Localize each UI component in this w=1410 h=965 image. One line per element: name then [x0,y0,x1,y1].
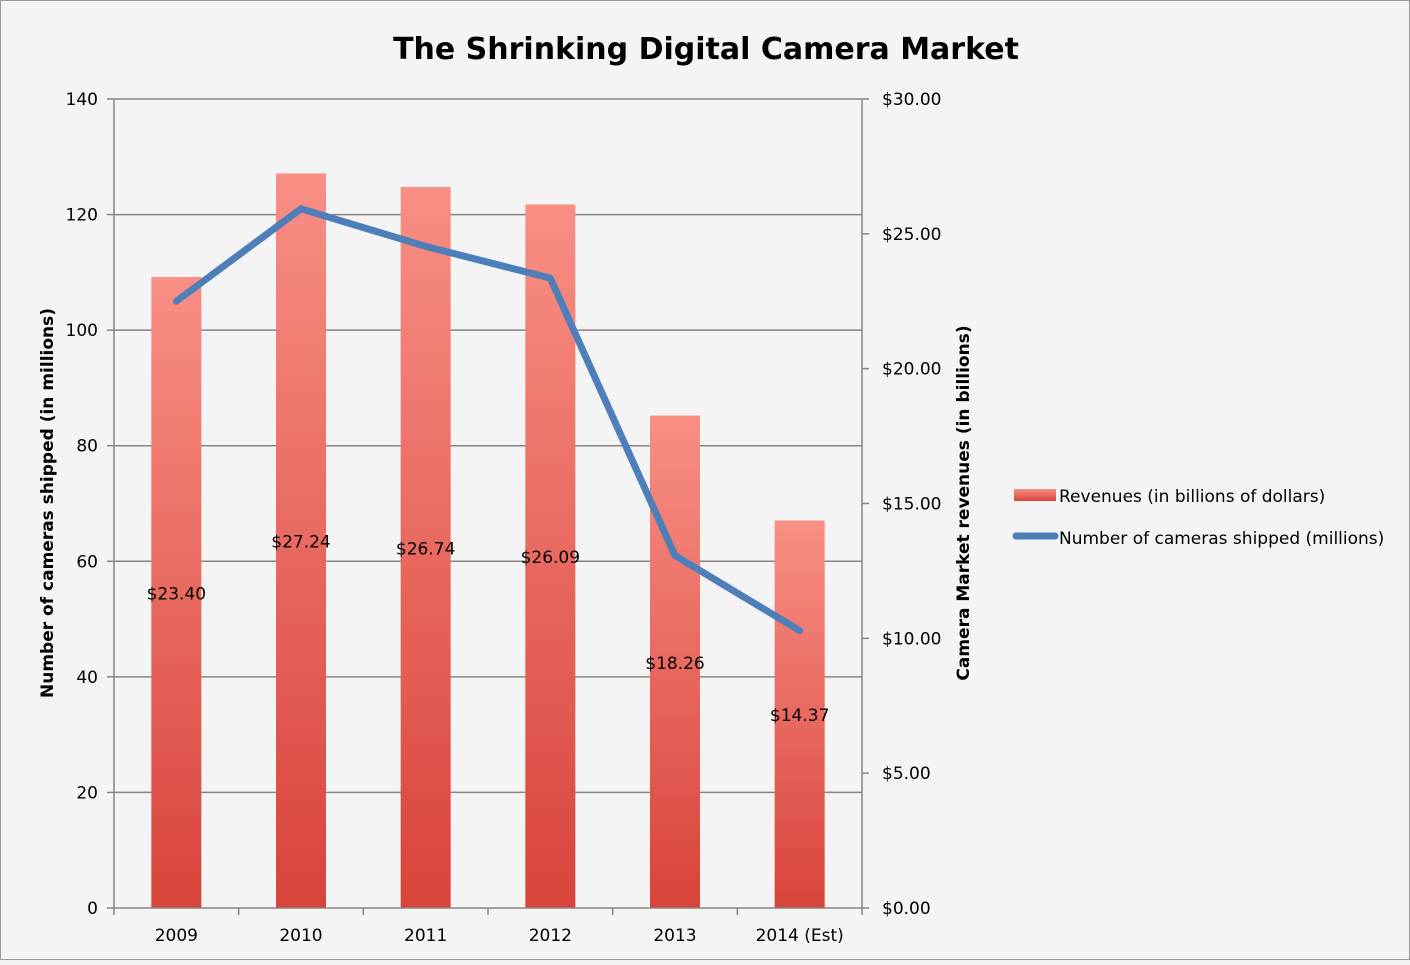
legend-swatch-revenues [1014,489,1056,501]
y2-tick-label: $5.00 [882,764,931,784]
x-tick-label: 2009 [155,926,198,946]
y2-tick-label: $30.00 [882,90,941,110]
x-tick-label: 2014 (Est) [756,926,844,946]
bars [151,173,824,908]
y2-tick-label: $15.00 [882,495,941,515]
legend: Revenues (in billions of dollars) Number… [1014,487,1384,549]
y-tick-label: 100 [66,321,98,341]
y2-tick-label: $25.00 [882,225,941,245]
y-tick-label: 0 [87,899,98,919]
y-tick-label: 40 [76,668,98,688]
x-tick-label: 2011 [404,926,447,946]
y-axis-label: Number of cameras shipped (in millions) [38,308,58,698]
cameras-shipped-line [176,209,799,631]
data-label: $27.24 [271,533,330,553]
data-label: $14.37 [770,706,829,726]
chart-title: The Shrinking Digital Camera Market [393,32,1019,67]
legend-label-revenues: Revenues (in billions of dollars) [1059,487,1325,507]
line-series [176,209,800,631]
x-tick-label: 2010 [279,926,322,946]
y2-tick-label: $20.00 [882,360,941,380]
y-tick-label: 20 [76,783,98,803]
x-tick-label: 2013 [653,926,696,946]
y-tick-label: 60 [76,552,98,572]
y2-axis-label: Camera Market revenues (in billions) [954,325,974,680]
y-tick-label: 140 [66,90,98,110]
x-tick-label: 2012 [529,926,572,946]
y-tick-label: 80 [76,437,98,457]
data-label: $26.74 [396,539,455,559]
data-label: $23.40 [147,584,206,604]
y-tick-label: 120 [66,206,98,226]
y2-tick-label: $0.00 [882,899,931,919]
legend-label-cameras: Number of cameras shipped (millions) [1059,529,1384,549]
y2-tick-label: $10.00 [882,629,941,649]
data-label: $18.26 [645,654,704,674]
data-label: $26.09 [521,548,580,568]
gridlines [114,99,862,792]
